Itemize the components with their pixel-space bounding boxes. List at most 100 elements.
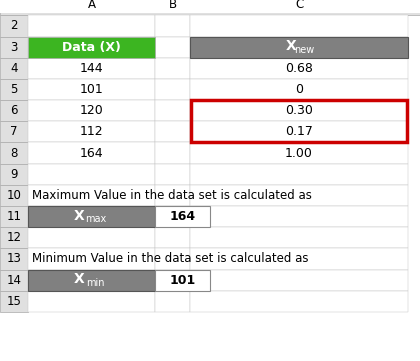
Text: Data (X): Data (X) bbox=[62, 41, 121, 54]
Bar bbox=[0, 36, 28, 58]
Bar bbox=[190, 121, 408, 143]
Bar bbox=[155, 79, 190, 100]
Bar bbox=[155, 227, 190, 248]
Bar bbox=[28, 16, 155, 36]
Text: 101: 101 bbox=[169, 274, 196, 287]
Bar bbox=[28, 79, 155, 100]
Bar bbox=[155, 16, 190, 36]
Text: C: C bbox=[295, 0, 303, 11]
Text: Maximum Value in the data set is calculated as: Maximum Value in the data set is calcula… bbox=[32, 189, 312, 202]
Bar bbox=[28, 164, 155, 185]
Bar bbox=[190, 79, 408, 100]
Bar bbox=[0, 143, 28, 164]
Bar bbox=[0, 248, 28, 270]
Bar bbox=[155, 36, 190, 58]
Text: A: A bbox=[87, 0, 95, 11]
Bar bbox=[28, 36, 155, 58]
Bar bbox=[155, 206, 190, 227]
Bar bbox=[190, 164, 408, 185]
Bar bbox=[155, 143, 190, 164]
Bar bbox=[28, 291, 155, 312]
Bar bbox=[28, 206, 155, 227]
Bar bbox=[155, 100, 190, 121]
Text: 3: 3 bbox=[10, 41, 18, 54]
Bar bbox=[0, 0, 420, 16]
Text: 12: 12 bbox=[6, 231, 21, 244]
Bar bbox=[190, 206, 408, 227]
Text: 14: 14 bbox=[6, 274, 21, 287]
Bar bbox=[190, 185, 408, 206]
Bar bbox=[0, 185, 28, 206]
Bar bbox=[28, 36, 155, 58]
Bar bbox=[155, 164, 190, 185]
Bar bbox=[28, 227, 155, 248]
Text: 112: 112 bbox=[80, 125, 103, 138]
Bar bbox=[28, 206, 155, 227]
Bar bbox=[155, 270, 210, 291]
Text: 164: 164 bbox=[169, 210, 196, 223]
Text: 4: 4 bbox=[10, 62, 18, 75]
Bar bbox=[28, 143, 155, 164]
Bar bbox=[28, 121, 155, 143]
Text: 11: 11 bbox=[6, 210, 21, 223]
Text: new: new bbox=[294, 45, 314, 55]
Bar bbox=[0, 121, 28, 143]
Bar bbox=[155, 248, 190, 270]
Text: 0.17: 0.17 bbox=[285, 125, 313, 138]
Bar bbox=[191, 100, 407, 143]
Text: 2: 2 bbox=[10, 19, 18, 32]
Bar bbox=[28, 100, 155, 121]
Bar bbox=[155, 206, 210, 227]
Text: X: X bbox=[74, 272, 85, 286]
Bar bbox=[155, 58, 190, 79]
Text: 5: 5 bbox=[10, 83, 18, 96]
Text: 7: 7 bbox=[10, 125, 18, 138]
Text: max: max bbox=[85, 214, 106, 225]
Text: 164: 164 bbox=[80, 147, 103, 160]
Bar bbox=[155, 291, 190, 312]
Bar bbox=[190, 227, 408, 248]
Bar bbox=[190, 143, 408, 164]
Bar bbox=[28, 185, 155, 206]
Bar bbox=[0, 227, 28, 248]
Text: 144: 144 bbox=[80, 62, 103, 75]
Bar bbox=[155, 121, 190, 143]
Bar bbox=[28, 248, 155, 270]
Bar bbox=[190, 58, 408, 79]
Bar bbox=[155, 270, 190, 291]
Text: Minimum Value in the data set is calculated as: Minimum Value in the data set is calcula… bbox=[32, 252, 309, 265]
Text: 6: 6 bbox=[10, 104, 18, 117]
Bar bbox=[0, 164, 28, 185]
Text: 120: 120 bbox=[80, 104, 103, 117]
Text: 0.30: 0.30 bbox=[285, 104, 313, 117]
Bar bbox=[0, 206, 28, 227]
Bar bbox=[28, 58, 155, 79]
Text: 13: 13 bbox=[7, 252, 21, 265]
Text: 8: 8 bbox=[10, 147, 18, 160]
Bar bbox=[0, 58, 28, 79]
Bar bbox=[28, 270, 155, 291]
Bar bbox=[0, 16, 28, 36]
Bar bbox=[28, 270, 155, 291]
Bar bbox=[190, 291, 408, 312]
Text: 0.68: 0.68 bbox=[285, 62, 313, 75]
Text: 10: 10 bbox=[7, 189, 21, 202]
Text: 101: 101 bbox=[80, 83, 103, 96]
Bar bbox=[190, 100, 408, 121]
Text: 1.00: 1.00 bbox=[285, 147, 313, 160]
Bar bbox=[190, 16, 408, 36]
Text: min: min bbox=[86, 278, 105, 288]
Text: X: X bbox=[74, 209, 85, 223]
Bar bbox=[155, 185, 190, 206]
Text: 9: 9 bbox=[10, 168, 18, 181]
Text: 15: 15 bbox=[7, 295, 21, 308]
Bar bbox=[190, 270, 408, 291]
Bar bbox=[190, 36, 408, 58]
Text: B: B bbox=[168, 0, 176, 11]
Bar bbox=[190, 248, 408, 270]
Bar bbox=[0, 270, 28, 291]
Text: 0: 0 bbox=[295, 83, 303, 96]
Bar bbox=[0, 100, 28, 121]
Text: X: X bbox=[286, 39, 297, 53]
Bar bbox=[0, 291, 28, 312]
